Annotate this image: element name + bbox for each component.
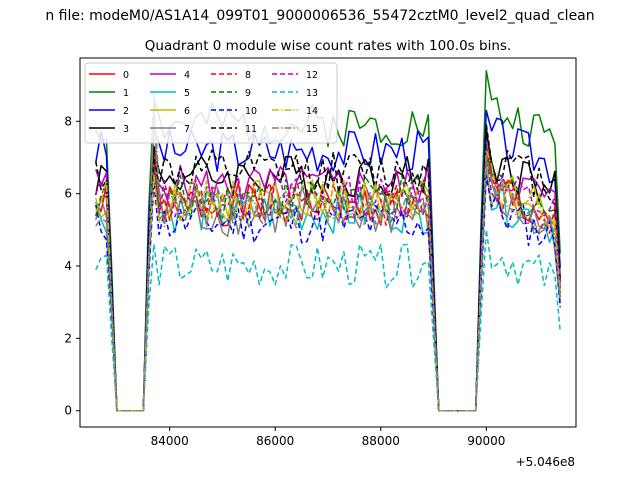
legend-label-0: 0: [123, 70, 129, 81]
series-line-11: [95, 124, 561, 412]
series-line-15: [95, 91, 561, 412]
y-tick-label: 6: [64, 187, 72, 201]
legend-label-3: 3: [123, 124, 129, 135]
x-tick-label: 88000: [362, 434, 400, 448]
x-tick-label: 84000: [151, 434, 189, 448]
legend-label-11: 11: [245, 124, 257, 135]
y-axis: 0 2 4 6 8: [64, 114, 80, 418]
x-axis: 84000 86000 88000 90000: [151, 427, 505, 448]
x-tick-label: 90000: [467, 434, 505, 448]
legend-box: [84, 62, 338, 144]
x-offset-label: +5.046e8: [516, 455, 575, 469]
y-tick-label: 8: [64, 114, 72, 128]
series-line-14: [95, 149, 561, 412]
legend-label-8: 8: [245, 70, 251, 81]
chart-title: Quadrant 0 module wise count rates with …: [145, 38, 511, 54]
legend-label-5: 5: [184, 88, 190, 99]
legend-label-13: 13: [306, 88, 318, 99]
series-line-2: [95, 109, 561, 412]
legend-label-4: 4: [184, 70, 190, 81]
chart-suptitle: n file: modeM0/AS1A14_099T01_9000006536_…: [45, 8, 594, 24]
legend-label-6: 6: [184, 106, 190, 117]
series-line-10: [95, 174, 561, 412]
axes-frame: [79, 57, 577, 428]
legend-label-7: 7: [184, 124, 190, 135]
legend-label-15: 15: [306, 124, 318, 135]
legend-label-2: 2: [123, 106, 129, 117]
series-layer: [95, 69, 561, 412]
series-line-9: [95, 145, 561, 412]
legend-label-9: 9: [245, 88, 251, 99]
x-tick-label: 86000: [256, 434, 294, 448]
legend-label-12: 12: [306, 70, 318, 81]
y-tick-label: 2: [64, 331, 72, 345]
legend-label-10: 10: [245, 106, 257, 117]
legend-label-14: 14: [306, 106, 318, 117]
legend-label-1: 1: [123, 88, 129, 99]
series-line-13: [95, 229, 561, 412]
y-tick-label: 0: [64, 404, 72, 418]
y-tick-label: 4: [64, 259, 72, 273]
